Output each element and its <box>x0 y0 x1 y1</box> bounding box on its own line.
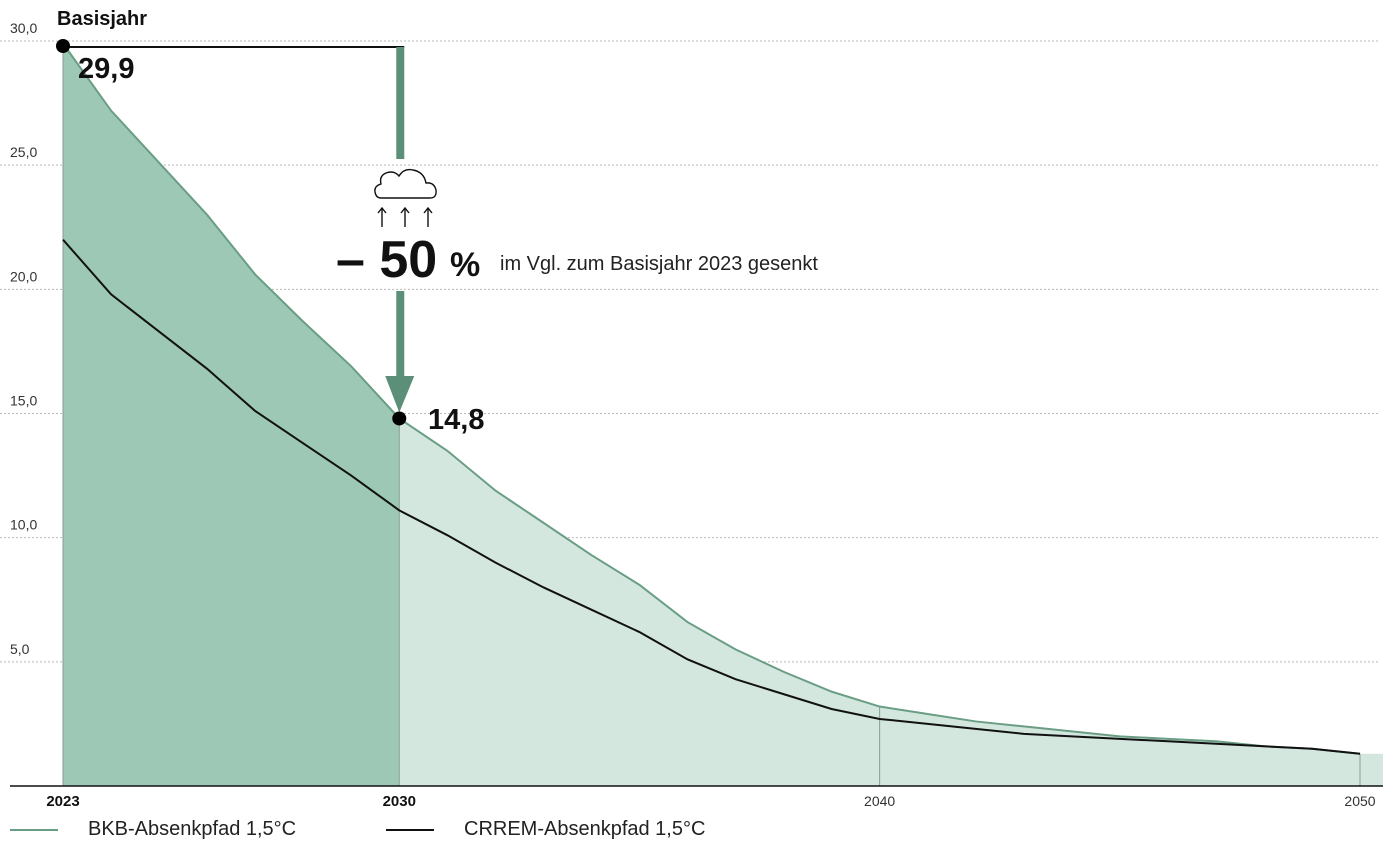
area-fills <box>62 43 1383 786</box>
axes: 5,0 10,0 15,0 20,0 25,0 30,0 2023 2030 2040 2050 <box>10 20 1383 810</box>
annotations: Basisjahr 29,9 14,8 – 50 % im Vgl. zum B… <box>56 8 818 436</box>
base-value-label: 29,9 <box>78 53 134 85</box>
reduction-arrow-shaft-bottom <box>396 291 405 379</box>
reduction-arrow-shaft-top <box>396 47 405 159</box>
reduction-percent: % <box>450 246 480 284</box>
target-value-label: 14,8 <box>428 404 484 436</box>
legend-label-bkb: BKB-Absenkpfad 1,5°C <box>88 818 297 840</box>
x-tick-label: 2023 <box>46 793 79 810</box>
y-tick-label: 25,0 <box>10 144 37 160</box>
x-tick-label: 2040 <box>864 793 895 809</box>
line-bkb <box>62 42 1361 755</box>
y-tick-label: 10,0 <box>10 517 37 533</box>
x-tick-label: 2050 <box>1344 793 1375 809</box>
legend-label-crrem: CRREM-Absenkpfad 1,5°C <box>464 818 706 840</box>
x-tick-label: 2030 <box>383 793 416 810</box>
base-year-marker <box>56 39 70 53</box>
y-tick-label: 15,0 <box>10 393 37 409</box>
target-year-marker <box>392 411 407 426</box>
y-tick-label: 30,0 <box>10 20 37 36</box>
reduction-value: – 50 <box>336 231 437 289</box>
line-crrem <box>62 239 1361 755</box>
series-lines <box>62 42 1361 755</box>
cloud-emission-icon <box>374 168 437 227</box>
legend-item-bkb: BKB-Absenkpfad 1,5°C <box>10 818 296 841</box>
reduction-text: im Vgl. zum Basisjahr 2023 gesenkt <box>500 253 818 275</box>
legend-swatch-bkb <box>10 828 58 831</box>
legend: BKB-Absenkpfad 1,5°C CRREM-Absenkpfad 1,… <box>0 818 1397 852</box>
legend-swatch-crrem <box>386 828 434 831</box>
y-tick-label: 20,0 <box>10 268 37 284</box>
reduction-arrow-head <box>385 376 415 413</box>
area-bkb-highlight <box>63 43 400 786</box>
base-year-title: Basisjahr <box>57 8 147 30</box>
y-tick-label: 5,0 <box>10 641 30 657</box>
legend-item-crrem: CRREM-Absenkpfad 1,5°C <box>386 818 705 841</box>
